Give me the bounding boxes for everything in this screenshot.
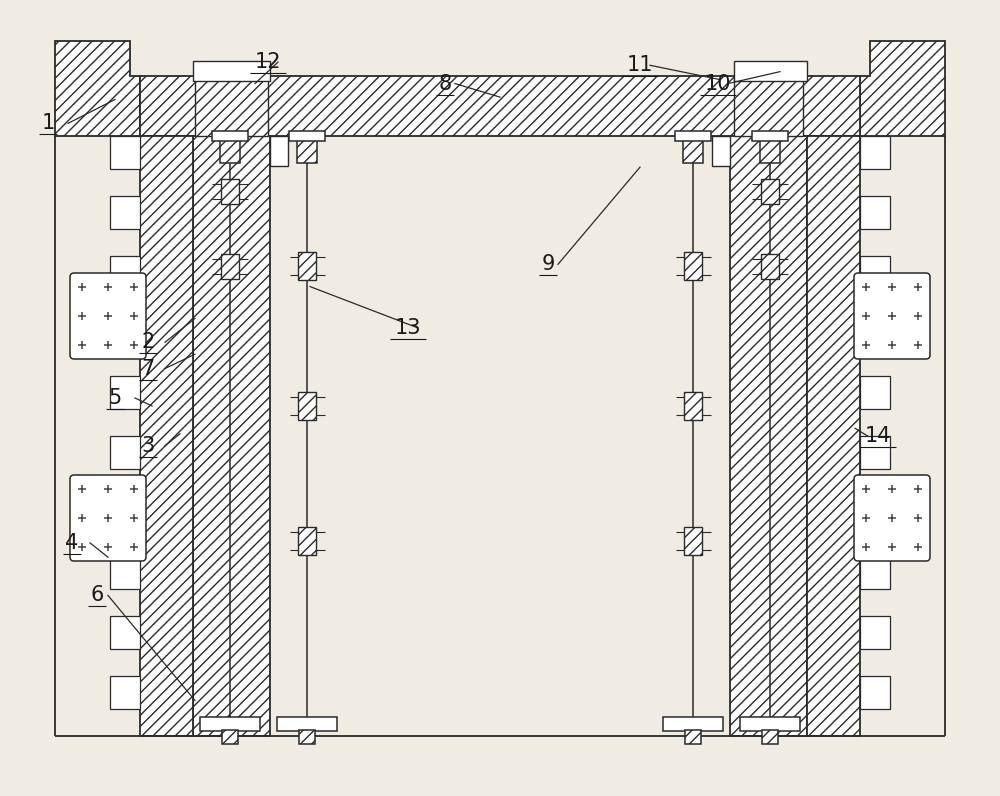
- Polygon shape: [860, 316, 890, 349]
- Bar: [762, 730, 778, 744]
- Bar: [277, 717, 337, 731]
- Bar: [298, 252, 316, 280]
- Polygon shape: [110, 256, 140, 289]
- Bar: [761, 178, 779, 204]
- Bar: [200, 717, 260, 731]
- Bar: [734, 61, 807, 81]
- Bar: [760, 139, 780, 163]
- Text: 4: 4: [65, 533, 79, 553]
- Text: 5: 5: [108, 388, 122, 408]
- Polygon shape: [860, 41, 945, 136]
- Text: 8: 8: [438, 73, 452, 94]
- Bar: [684, 392, 702, 420]
- Text: 7: 7: [141, 358, 155, 379]
- Bar: [298, 527, 316, 555]
- FancyBboxPatch shape: [70, 273, 146, 359]
- Bar: [140, 136, 193, 736]
- Text: 11: 11: [627, 55, 653, 76]
- Polygon shape: [110, 676, 140, 709]
- Bar: [299, 730, 315, 744]
- Bar: [140, 76, 860, 136]
- Text: 14: 14: [865, 426, 891, 447]
- Bar: [684, 527, 702, 555]
- Text: 13: 13: [395, 318, 421, 338]
- Polygon shape: [110, 616, 140, 649]
- Bar: [684, 252, 702, 280]
- Bar: [212, 131, 248, 141]
- Bar: [685, 730, 701, 744]
- FancyBboxPatch shape: [70, 475, 146, 561]
- Bar: [222, 730, 238, 744]
- Text: 6: 6: [90, 585, 104, 606]
- Polygon shape: [270, 136, 288, 166]
- Bar: [663, 717, 723, 731]
- Bar: [289, 131, 325, 141]
- Polygon shape: [860, 256, 890, 289]
- Polygon shape: [110, 496, 140, 529]
- Polygon shape: [860, 616, 890, 649]
- Polygon shape: [860, 196, 890, 229]
- Text: 3: 3: [141, 435, 155, 456]
- Bar: [220, 139, 240, 163]
- Polygon shape: [110, 376, 140, 409]
- FancyBboxPatch shape: [854, 475, 930, 561]
- Polygon shape: [110, 436, 140, 469]
- Polygon shape: [110, 556, 140, 589]
- Bar: [193, 61, 270, 81]
- Bar: [730, 136, 807, 736]
- Text: 1: 1: [41, 113, 55, 134]
- Bar: [761, 253, 779, 279]
- Bar: [221, 178, 239, 204]
- Bar: [297, 139, 317, 163]
- Polygon shape: [110, 136, 140, 169]
- Bar: [195, 76, 268, 136]
- Text: 12: 12: [255, 52, 281, 72]
- Bar: [221, 253, 239, 279]
- Polygon shape: [860, 676, 890, 709]
- Polygon shape: [110, 316, 140, 349]
- Polygon shape: [860, 556, 890, 589]
- Polygon shape: [860, 376, 890, 409]
- Polygon shape: [860, 496, 890, 529]
- Polygon shape: [55, 41, 140, 136]
- Text: 10: 10: [705, 73, 731, 94]
- Polygon shape: [860, 136, 890, 169]
- Text: 2: 2: [141, 332, 155, 353]
- Bar: [683, 139, 703, 163]
- Bar: [740, 717, 800, 731]
- Polygon shape: [712, 136, 730, 166]
- Text: 9: 9: [541, 254, 555, 275]
- Bar: [752, 131, 788, 141]
- Bar: [734, 76, 803, 136]
- Bar: [675, 131, 711, 141]
- Bar: [298, 392, 316, 420]
- Bar: [193, 136, 270, 736]
- Polygon shape: [860, 436, 890, 469]
- Polygon shape: [110, 196, 140, 229]
- Bar: [807, 136, 860, 736]
- FancyBboxPatch shape: [854, 273, 930, 359]
